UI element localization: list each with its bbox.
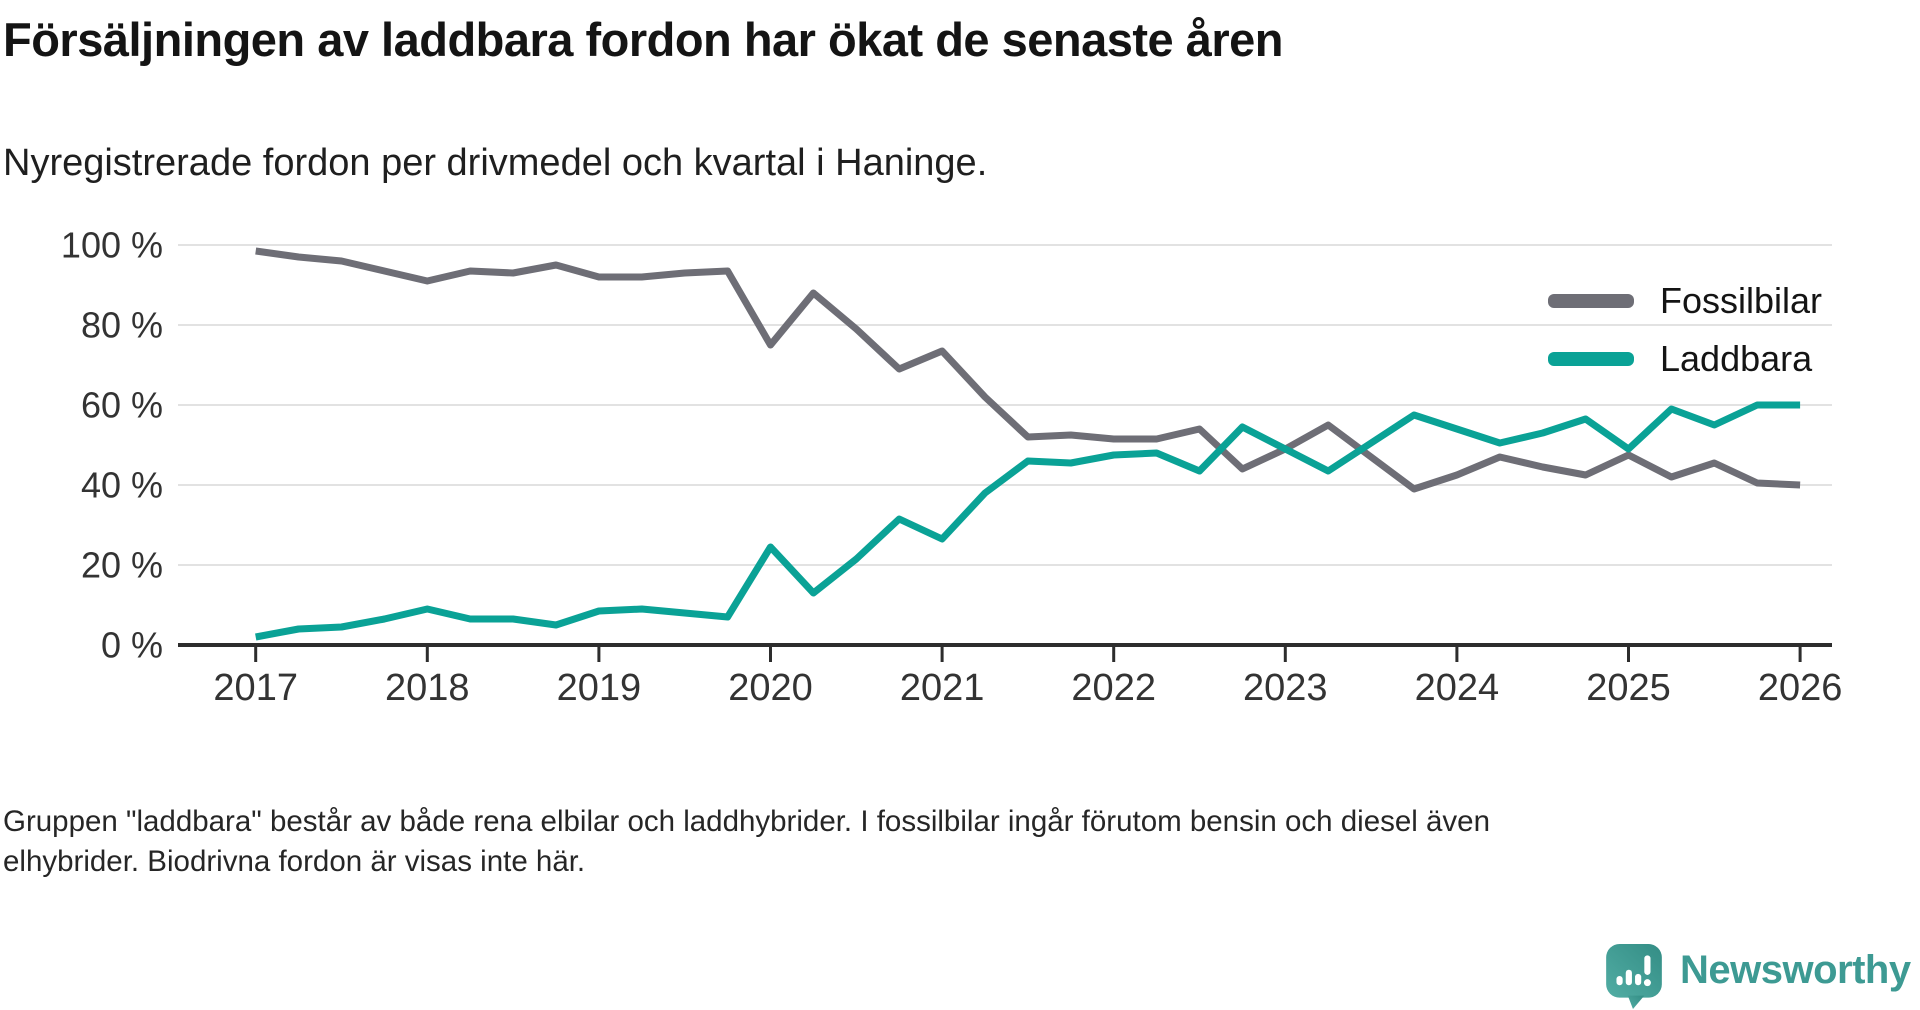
y-axis-label: 80 % [81,305,163,346]
fossilbilar-line-swatch [1548,294,1634,308]
footnote-line: Gruppen "laddbara" består av både rena e… [3,805,1490,838]
y-axis-label: 60 % [81,385,163,426]
legend-label: Fossilbilar [1660,280,1823,321]
newsworthy-speech-bubble-chart-icon [1606,944,1662,1009]
bar-icon [1616,975,1623,986]
x-axis-label: 2019 [557,667,642,709]
page-subtitle: Nyregistrerade fordon per drivmedel och … [3,142,988,184]
footnote-line: elhybrider. Biodrivna fordon är visas in… [3,845,586,878]
x-axis-label: 2020 [728,667,813,709]
legend-item-fossilbilar: Fossilbilar [1548,272,1822,330]
bar-icon [1625,969,1632,986]
exclamation-icon [1644,955,1651,975]
laddbara-line-swatch [1548,352,1634,366]
x-axis-label: 2024 [1415,667,1500,709]
y-axis-label: 0 % [101,625,163,666]
chart-legend: Fossilbilar Laddbara [1548,272,1822,388]
bar-icon [1635,973,1642,986]
logo-text: Newsworthy [1680,948,1911,992]
x-axis-label: 2022 [1071,667,1156,709]
y-axis-label: 20 % [81,545,163,586]
legend-item-laddbara: Laddbara [1548,330,1822,388]
x-axis-label: 2023 [1243,667,1328,709]
footnote: Gruppen "laddbara" består av både rena e… [3,802,1490,882]
legend-label: Laddbara [1660,338,1813,379]
series-line-fossilbilar [255,247,1801,493]
exclamation-dot-icon [1643,979,1651,987]
y-axis-label: 40 % [81,465,163,506]
x-axis-label: 2026 [1758,667,1843,709]
series-line-laddbara [255,401,1801,641]
x-axis-label: 2017 [213,667,298,709]
y-axis-label: 100 % [61,225,163,266]
newsworthy-logo: Newsworthy [1606,944,1911,1010]
x-axis-label: 2018 [385,667,470,709]
x-axis-label: 2025 [1586,667,1671,709]
page-title: Försäljningen av laddbara fordon har öka… [3,13,1284,66]
x-axis-label: 2021 [900,667,985,709]
